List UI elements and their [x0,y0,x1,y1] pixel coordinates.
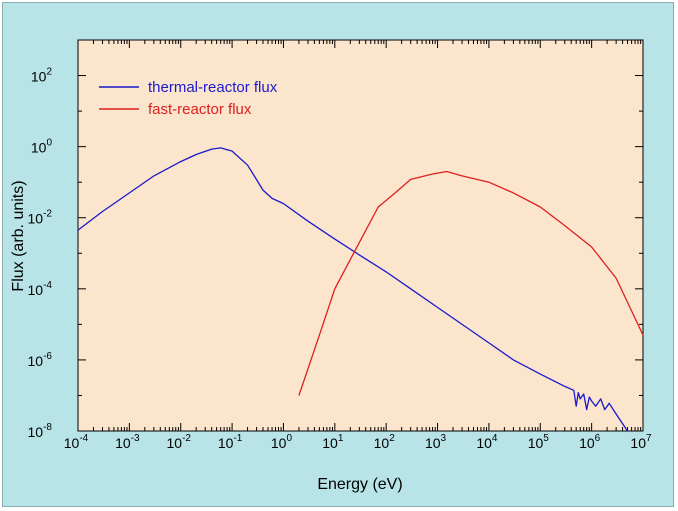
legend-label: fast-reactor flux [148,101,252,118]
x-tick-label: 10-2 [166,433,191,451]
x-tick-label: 105 [528,433,550,451]
x-tick-label: 10-4 [64,433,89,451]
y-tick-label: 102 [31,67,53,85]
series-lines [77,147,644,432]
y-tick-label: 10-6 [28,351,53,369]
x-tick-label: 101 [322,433,344,451]
x-tick-labels: 10-4 10-3 10-2 10-1 100 101 102 103 104 105 106 107 [64,433,652,451]
y-axis-label: Flux (arb. units) [10,180,27,291]
y-tick-labels: 10-8 10-6 10-4 10-2 100 102 [28,67,53,440]
y-tick-label: 10-4 [28,280,53,298]
legend: thermal-reactor flux fast-reactor flux [99,79,278,118]
y-tick-label: 10-2 [28,209,53,227]
x-tick-label: 107 [630,433,652,451]
x-tick-label: 10-1 [218,433,243,451]
plot-area [77,39,644,432]
x-tick-label: 100 [271,433,293,451]
axis-ticks [77,39,644,432]
legend-label: thermal-reactor flux [148,79,278,96]
x-tick-label: 106 [579,433,601,451]
x-tick-label: 103 [425,433,447,451]
x-axis-label: Energy (eV) [317,476,402,493]
x-tick-label: 102 [374,433,396,451]
y-tick-label: 100 [31,138,53,156]
x-tick-label: 104 [476,433,498,451]
series-line-fast [298,170,644,396]
x-tick-label: 10-3 [115,433,140,451]
series-line-thermal [77,147,629,432]
y-tick-label: 10-8 [28,422,53,440]
